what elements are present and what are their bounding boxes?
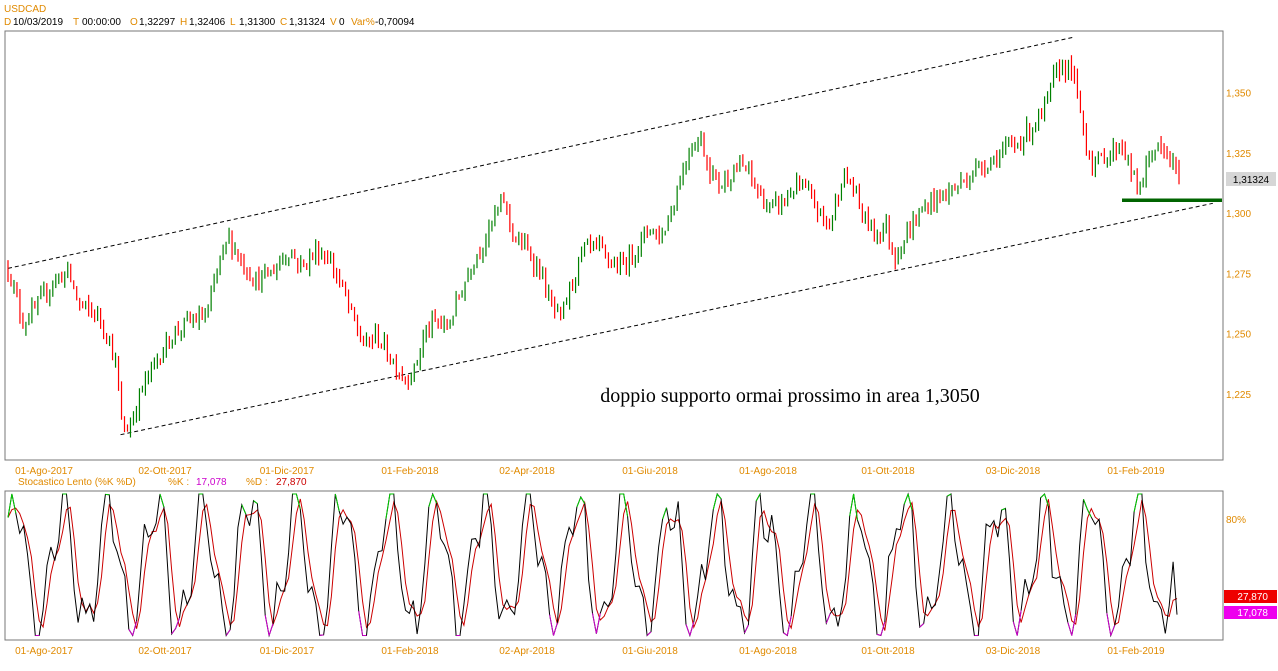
info-key: V [330,17,337,28]
x-tick-label: 01-Dic-2017 [260,646,315,657]
info-value: 10/03/2019 [13,17,63,28]
stoch-header: Stocastico Lento (%K %D) %K : 17,078 %D … [18,477,307,488]
info-key: D [4,17,11,28]
x-tick-label: 01-Ott-2018 [861,466,915,477]
stoch-k-box: 17,078 [1224,606,1277,619]
info-value: -0,70094 [375,17,415,28]
info-value: 1,31324 [289,17,326,28]
x-tick-label: 03-Dic-2018 [986,466,1041,477]
stoch-panel[interactable] [5,491,1223,640]
info-value: 1,32406 [189,17,226,28]
price-x-axis: 01-Ago-2017 02-Ott-2017 01-Dic-2017 01-Feb-… [15,466,1165,477]
stoch-d-label: %D : [246,477,268,488]
y-tick-label: 1,350 [1226,89,1251,100]
info-value: 1,31300 [239,17,276,28]
x-tick-label: 01-Feb-2019 [1107,466,1165,477]
info-key: Var% [351,17,375,28]
x-tick-label: 01-Feb-2019 [1107,646,1165,657]
y-tick-label: 1,225 [1226,390,1251,401]
stoch-oversold-segment [320,635,324,636]
info-value: 0 [339,17,345,28]
y-tick-label: 1,250 [1226,330,1251,341]
x-tick-label: 01-Feb-2018 [381,646,439,657]
y-tick-label: 1,300 [1226,209,1251,220]
x-tick-label: 01-Ago-2018 [739,466,797,477]
x-tick-label: 01-Ott-2018 [861,646,915,657]
y-tick-label: 1,275 [1226,269,1251,280]
info-key: C [280,17,287,28]
info-key: O [130,17,138,28]
price-axis: 1,350 1,325 1,300 1,275 1,250 1,225 [1226,89,1251,401]
stoch-d-box: 27,870 [1224,590,1277,603]
x-tick-label: 01-Feb-2018 [381,466,439,477]
stoch-title: Stocastico Lento (%K %D) [18,477,136,488]
stoch-level-label: 80% [1226,515,1246,526]
x-tick-label: 02-Apr-2018 [499,466,555,477]
x-tick-label: 03-Dic-2018 [986,646,1041,657]
x-tick-label: 01-Giu-2018 [622,646,678,657]
info-key: H [180,17,187,28]
x-tick-label: 01-Ago-2017 [15,646,73,657]
info-value: 00:00:00 [82,17,121,28]
price-label-box: 1,31324 [1226,172,1276,186]
info-value: 1,32297 [139,17,176,28]
x-tick-label: 02-Ott-2017 [138,646,192,657]
x-tick-label: 01-Ago-2017 [15,466,73,477]
stoch-k-value: 17,078 [196,477,227,488]
x-tick-label: 01-Giu-2018 [622,466,678,477]
x-tick-label: 01-Dic-2017 [260,466,315,477]
stoch-k-tag: 17,078 [1237,608,1268,619]
x-tick-label: 02-Ott-2017 [138,466,192,477]
x-tick-label: 01-Ago-2018 [739,646,797,657]
stoch-x-axis: 01-Ago-2017 02-Ott-2017 01-Dic-2017 01-Feb-… [15,646,1165,657]
stoch-k-label: %K : [168,477,189,488]
stoch-d-value: 27,870 [276,477,307,488]
annotation-text: doppio supporto ormai prossimo in area 1… [600,385,979,407]
price-label: 1,31324 [1233,175,1270,186]
y-tick-label: 1,325 [1226,149,1251,160]
x-tick-label: 02-Apr-2018 [499,646,555,657]
info-key: L [230,17,236,28]
symbol-label: USDCAD [4,4,46,15]
stoch-d-tag: 27,870 [1237,592,1268,603]
info-key: T [73,17,79,28]
